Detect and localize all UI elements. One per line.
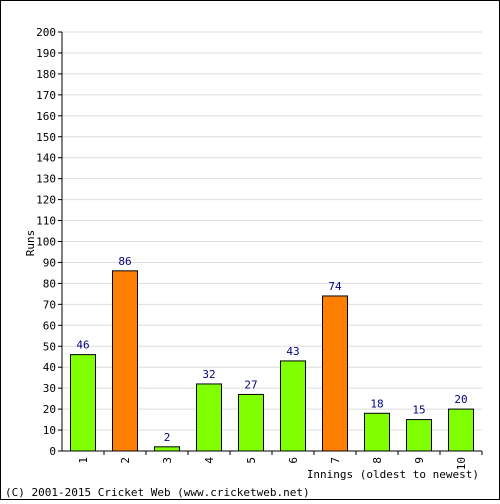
x-tick-label-2: 2: [119, 457, 132, 464]
y-tick-label: 150: [36, 131, 56, 144]
y-tick-label: 10: [43, 424, 56, 437]
y-tick-label: 120: [36, 194, 56, 207]
y-tick-label: 160: [36, 110, 56, 123]
y-tick-label: 110: [36, 215, 56, 228]
bars: [70, 270, 474, 452]
x-tick-label-10: 10: [455, 457, 468, 470]
y-tick-label: 60: [43, 319, 56, 332]
x-axis-label: Innings (oldest to newest): [307, 468, 479, 481]
data-label-3: 2: [164, 431, 171, 444]
data-label-4: 32: [202, 368, 215, 381]
y-tick-label: 20: [43, 403, 56, 416]
bar-8: [364, 412, 390, 452]
bar-7: [322, 295, 348, 452]
data-label-9: 15: [412, 404, 425, 417]
y-tick-label: 170: [36, 89, 56, 102]
y-tick-label: 100: [36, 236, 56, 249]
y-tick-label: 190: [36, 47, 56, 60]
y-tick-label: 80: [43, 277, 56, 290]
y-tick-label: 180: [36, 68, 56, 81]
y-tick-label: 40: [43, 361, 56, 374]
x-tick-label-8: 8: [371, 457, 384, 464]
x-tick-label-3: 3: [161, 457, 174, 464]
x-tick-label-6: 6: [287, 457, 300, 464]
y-tick-label: 200: [36, 26, 56, 39]
x-tick-label-5: 5: [245, 457, 258, 464]
axes: [58, 31, 483, 455]
y-tick-label: 90: [43, 256, 56, 269]
data-label-6: 43: [286, 345, 299, 358]
y-tick-label: 50: [43, 340, 56, 353]
data-labels: 46 86 2 32 27 43 74 18 15 20: [76, 255, 467, 444]
bar-1: [70, 354, 96, 452]
bar-3: [154, 446, 180, 452]
x-tick-label-7: 7: [329, 457, 342, 464]
y-tick-label: 140: [36, 152, 56, 165]
data-label-1: 46: [76, 339, 89, 352]
y-tick-label: 130: [36, 173, 56, 186]
y-tick-label: 70: [43, 298, 56, 311]
bar-2: [112, 270, 138, 452]
data-label-8: 18: [370, 397, 383, 410]
data-label-5: 27: [244, 378, 257, 391]
y-axis-label: Runs: [24, 230, 37, 257]
bar-4: [196, 383, 222, 452]
data-label-2: 86: [118, 255, 131, 268]
y-tick-label: 0: [49, 445, 56, 458]
data-label-10: 20: [454, 393, 467, 406]
y-tick-label: 30: [43, 382, 56, 395]
x-tick-label-9: 9: [413, 457, 426, 464]
bar-5: [238, 393, 264, 452]
bar-9: [406, 419, 432, 452]
x-tick-label-1: 1: [77, 457, 90, 464]
bar-6: [280, 360, 306, 452]
x-tick-label-4: 4: [203, 457, 216, 464]
bar-10: [448, 408, 474, 452]
y-tick-labels: 0 10 20 30 40 50 60 70 80 90 100 110 120 130 140 150 160…: [36, 26, 56, 458]
copyright-footer: (C) 2001-2015 Cricket Web (www.cricketwe…: [5, 486, 310, 499]
data-label-7: 74: [328, 280, 342, 293]
x-tick-labels: 1 2 3 4 5 6 7 8 9 10: [77, 457, 468, 471]
